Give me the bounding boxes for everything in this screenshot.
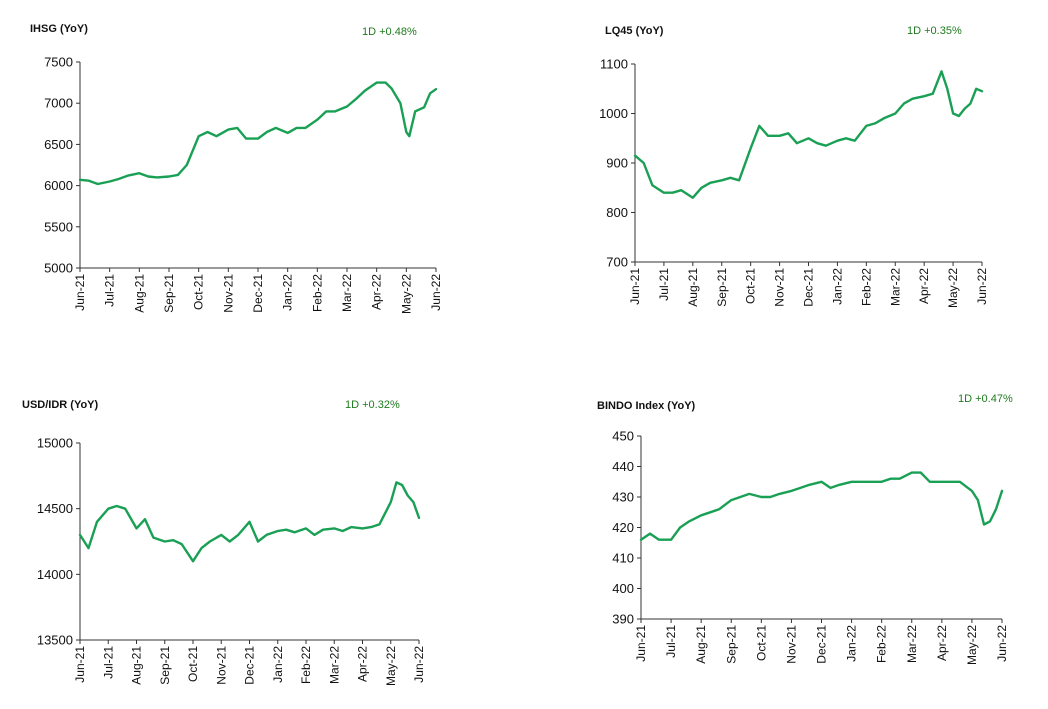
- x-tick-label: Oct-21: [744, 268, 758, 304]
- y-tick-label: 7000: [44, 96, 73, 111]
- x-tick-label: Oct-21: [754, 625, 768, 661]
- series-line: [633, 70, 984, 199]
- x-tick-label: Aug-21: [686, 268, 700, 307]
- y-tick-label: 1000: [599, 106, 628, 121]
- x-tick-label: Nov-21: [221, 274, 235, 313]
- y-tick-label: 7500: [44, 55, 73, 70]
- x-tick-label: Jan-22: [830, 268, 844, 305]
- x-tick-label: May-22: [946, 268, 960, 308]
- usdidr-chart: USD/IDR (YoY) 1D +0.32% 13500 14000 14500 1…: [22, 399, 426, 686]
- daily-change-label: 1D +0.47%: [958, 393, 1013, 405]
- y-tick-label: 440: [612, 459, 634, 474]
- x-tick-label: Aug-21: [130, 646, 144, 685]
- ihsg-chart: IHSG (YoY) 1D +0.48% 5000 5500 6000 6500 700…: [30, 23, 443, 314]
- x-tick-label: Sep-21: [162, 274, 176, 313]
- x-tick-label: Jul-21: [101, 646, 115, 679]
- x-tick-label: Oct-21: [192, 274, 206, 310]
- x-tick-label: Sep-21: [715, 268, 729, 307]
- y-tick-label: 6000: [44, 178, 73, 193]
- x-tick-label: Feb-22: [875, 625, 889, 663]
- x-tick-label: Jul-21: [664, 625, 678, 658]
- x-tick-label: Feb-22: [859, 268, 873, 306]
- y-tick-label: 390: [612, 612, 634, 627]
- x-tick-label: Jan-22: [845, 625, 859, 662]
- x-tick-label: Dec-21: [251, 274, 265, 313]
- x-tick-label: Jun-21: [628, 268, 642, 305]
- x-tick-label: Apr-22: [935, 625, 949, 661]
- chart-title: USD/IDR (YoY): [22, 399, 99, 411]
- y-tick-label: 15000: [37, 436, 73, 451]
- x-tick-label: Jun-21: [73, 646, 87, 683]
- x-tick-label: Jun-22: [995, 625, 1009, 662]
- x-tick-label: May-22: [384, 646, 398, 686]
- x-tick-label: Jul-21: [103, 274, 117, 307]
- x-tick-label: Jan-22: [281, 274, 295, 311]
- x-tick-label: Jun-21: [73, 274, 87, 311]
- x-tick-label: Aug-21: [132, 274, 146, 313]
- x-tick-label: Mar-22: [327, 646, 341, 684]
- y-tick-label: 700: [606, 255, 628, 270]
- x-tick-label: Dec-21: [815, 625, 829, 664]
- y-tick-label: 6500: [44, 137, 73, 152]
- x-tick-label: Nov-21: [784, 625, 798, 664]
- y-tick-label: 1100: [600, 57, 628, 72]
- chart-title: IHSG (YoY): [30, 23, 88, 35]
- x-tick-label: Nov-21: [773, 268, 787, 307]
- x-tick-label: Jun-21: [634, 625, 648, 662]
- x-tick-label: Mar-22: [905, 625, 919, 663]
- x-tick-label: Jul-21: [657, 268, 671, 301]
- x-tick-label: Jan-22: [271, 646, 285, 683]
- y-tick-label: 14000: [37, 567, 73, 582]
- x-tick-label: Apr-22: [356, 646, 370, 682]
- y-tick-label: 5500: [44, 219, 73, 234]
- x-tick-label: May-22: [965, 625, 979, 665]
- y-tick-label: 420: [612, 520, 634, 535]
- y-tick-label: 800: [606, 205, 628, 220]
- y-tick-label: 14500: [37, 501, 73, 516]
- x-tick-label: Feb-22: [310, 274, 324, 312]
- x-tick-label: Dec-21: [243, 646, 257, 685]
- daily-change-label: 1D +0.35%: [907, 25, 962, 37]
- chart-title: BINDO Index (YoY): [597, 400, 696, 412]
- x-tick-label: Dec-21: [802, 268, 816, 307]
- x-tick-label: May-22: [399, 274, 413, 314]
- daily-change-label: 1D +0.48%: [362, 26, 417, 38]
- y-tick-label: 5000: [44, 261, 73, 276]
- x-tick-label: Nov-21: [214, 646, 228, 685]
- x-tick-label: Mar-22: [340, 274, 354, 312]
- x-tick-label: Mar-22: [888, 268, 902, 306]
- x-tick-label: Apr-22: [917, 268, 931, 304]
- x-tick-label: Aug-21: [694, 625, 708, 664]
- x-tick-label: Sep-21: [158, 646, 172, 685]
- y-tick-label: 410: [612, 551, 634, 566]
- y-tick-label: 400: [612, 581, 634, 596]
- x-tick-label: Oct-21: [186, 646, 200, 682]
- x-tick-label: Jun-22: [975, 268, 989, 305]
- x-tick-label: Jun-22: [429, 274, 443, 311]
- x-tick-label: Sep-21: [724, 625, 738, 664]
- series-line: [78, 81, 438, 186]
- lq45-chart: LQ45 (YoY) 1D +0.35% 700 800 900 1000 1100 Ju…: [599, 25, 989, 308]
- series-line: [639, 471, 1004, 541]
- daily-change-label: 1D +0.32%: [345, 399, 400, 411]
- y-tick-label: 900: [606, 156, 628, 171]
- chart-title: LQ45 (YoY): [605, 25, 664, 37]
- y-tick-label: 430: [612, 490, 634, 505]
- x-tick-label: Jun-22: [412, 646, 426, 683]
- x-tick-label: Apr-22: [370, 274, 384, 310]
- x-tick-label: Feb-22: [299, 646, 313, 684]
- bindo-chart: BINDO Index (YoY) 1D +0.47% 390 400 410 420…: [597, 393, 1013, 665]
- y-tick-label: 450: [612, 429, 634, 444]
- y-tick-label: 13500: [37, 633, 73, 648]
- series-line: [78, 481, 421, 563]
